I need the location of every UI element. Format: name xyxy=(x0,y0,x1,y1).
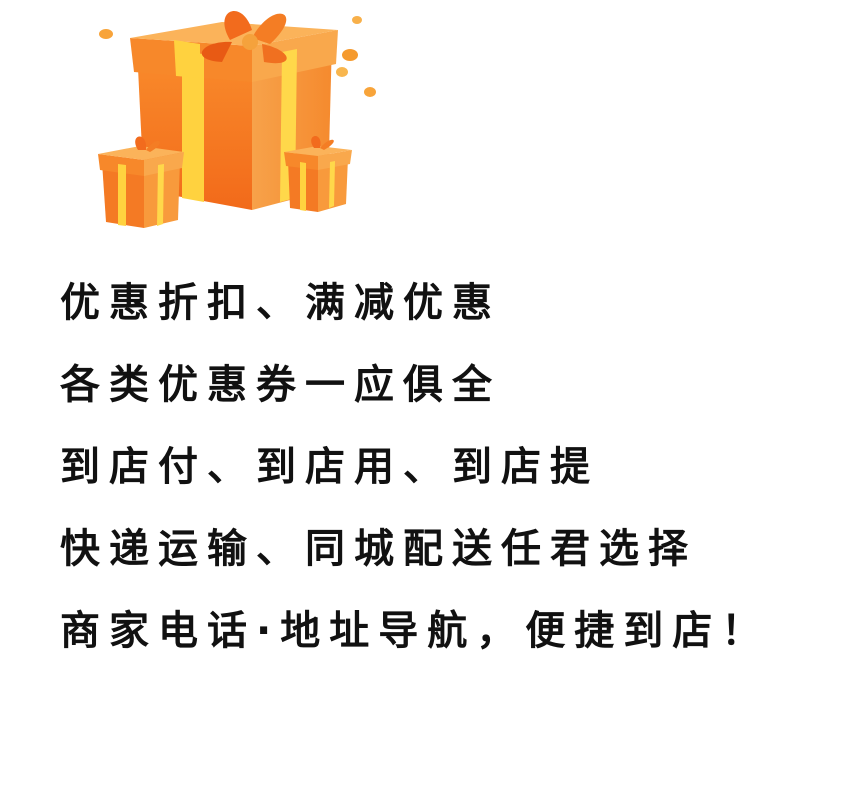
small-gift-box-left xyxy=(98,136,184,228)
big-gift-box xyxy=(130,11,338,210)
coin-icon xyxy=(99,16,376,97)
feature-list: 优惠折扣、满减优惠 各类优惠券一应俱全 到店付、到店用、到店提 快递运输、同城配… xyxy=(60,283,770,693)
feature-line-delivery: 快递运输、同城配送任君选择 xyxy=(60,526,697,572)
feature-line-discounts: 优惠折扣、满减优惠 xyxy=(60,280,501,326)
feature-line-in-store: 到店付、到店用、到店提 xyxy=(60,444,599,490)
feature-line-contact: 商家电话·地址导航，便捷到店！ xyxy=(60,608,771,654)
small-gift-box-right xyxy=(284,135,352,212)
gift-boxes-icon xyxy=(92,0,392,240)
feature-line-coupons: 各类优惠券一应俱全 xyxy=(60,362,501,408)
